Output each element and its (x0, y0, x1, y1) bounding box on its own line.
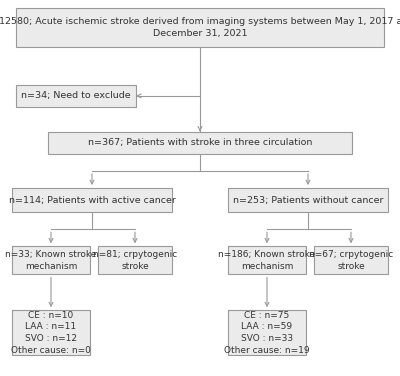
Text: n=253; Patients without cancer: n=253; Patients without cancer (233, 196, 383, 205)
FancyBboxPatch shape (48, 132, 352, 154)
FancyBboxPatch shape (12, 188, 172, 212)
Text: n=67; crpytogenic
stroke: n=67; crpytogenic stroke (309, 250, 393, 271)
FancyBboxPatch shape (12, 310, 90, 355)
Text: n=33; Known stroke
mechanism: n=33; Known stroke mechanism (5, 250, 97, 271)
FancyBboxPatch shape (12, 246, 90, 274)
Text: n=367; Patients with stroke in three circulation: n=367; Patients with stroke in three cir… (88, 138, 312, 147)
FancyBboxPatch shape (314, 246, 388, 274)
FancyBboxPatch shape (16, 85, 136, 107)
Text: n=186; Known stroke
mechanism: n=186; Known stroke mechanism (218, 250, 316, 271)
FancyBboxPatch shape (16, 8, 384, 47)
FancyBboxPatch shape (228, 310, 306, 355)
FancyBboxPatch shape (98, 246, 172, 274)
Text: n=12580; Acute ischemic stroke derived from imaging systems between May 1, 2017 : n=12580; Acute ischemic stroke derived f… (0, 17, 400, 38)
Text: n=34; Need to exclude: n=34; Need to exclude (21, 91, 131, 100)
Text: n=114; Patients with active cancer: n=114; Patients with active cancer (8, 196, 176, 205)
Text: CE : n=75
LAA : n=59
SVO : n=33
Other cause: n=19: CE : n=75 LAA : n=59 SVO : n=33 Other ca… (224, 311, 310, 355)
Text: CE : n=10
LAA : n=11
SVO : n=12
Other cause: n=0: CE : n=10 LAA : n=11 SVO : n=12 Other ca… (11, 311, 91, 355)
FancyBboxPatch shape (228, 246, 306, 274)
Text: n=81; crpytogenic
stroke: n=81; crpytogenic stroke (93, 250, 177, 271)
FancyBboxPatch shape (228, 188, 388, 212)
